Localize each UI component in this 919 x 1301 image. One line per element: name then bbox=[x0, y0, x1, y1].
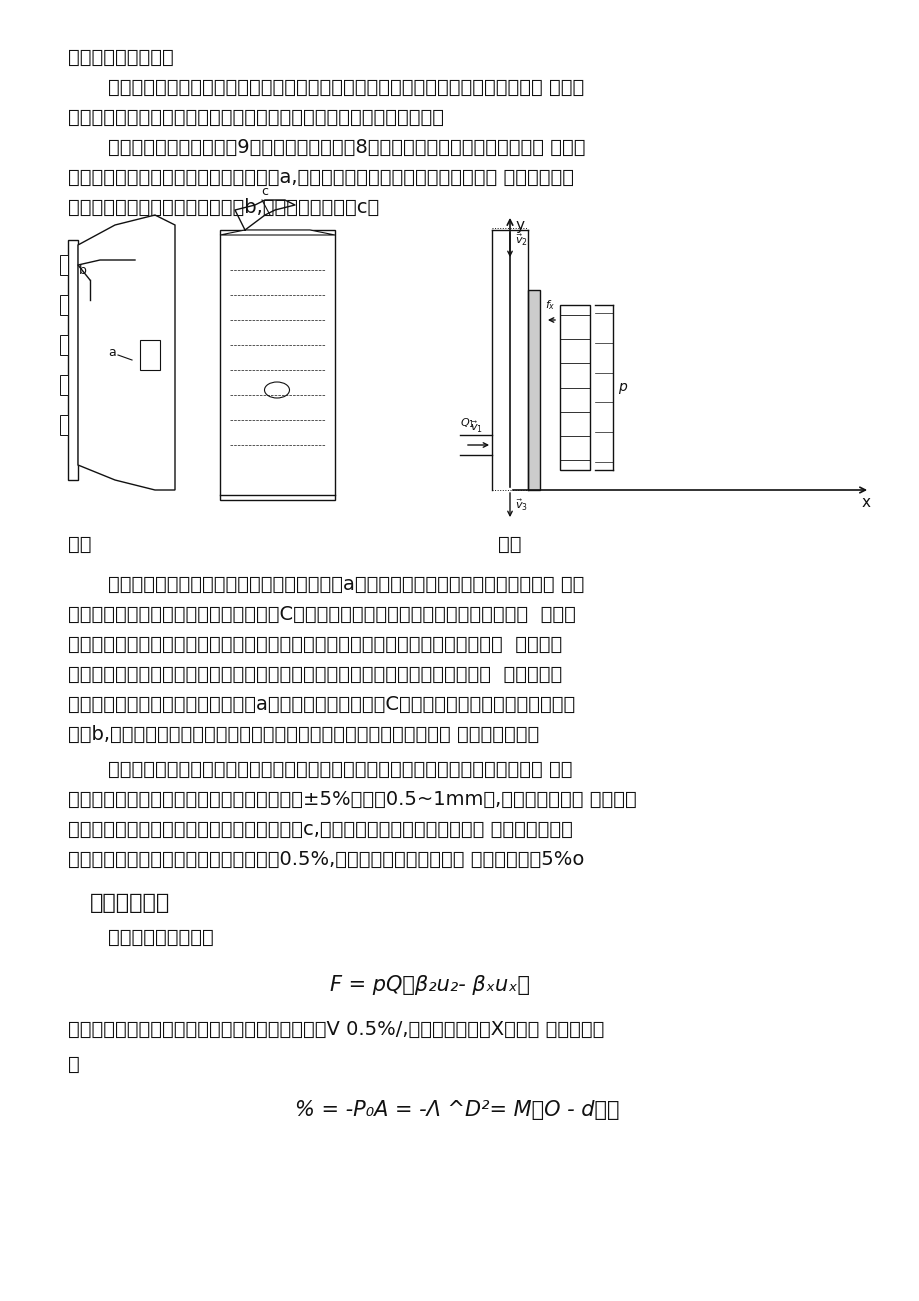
Text: b: b bbox=[79, 264, 86, 277]
Bar bbox=[60, 295, 68, 315]
Bar bbox=[68, 239, 78, 480]
Text: $Q_1$: $Q_1$ bbox=[460, 416, 474, 431]
Text: 带活塞和翼片的抗冲平板9和带活塞套的测压管8如图二所示，该图是活塞退出活塞 套时的: 带活塞和翼片的抗冲平板9和带活塞套的测压管8如图二所示，该图是活塞退出活塞 套时… bbox=[108, 138, 584, 157]
Text: 内水柱对活塞的压力时，活塞内移，窄槽C关小，水流外溢减少，使测压管内水位升高，  水压力: 内水柱对活塞的压力时，活塞内移，窄槽C关小，水流外溢减少，使测压管内水位升高， … bbox=[68, 605, 575, 624]
Text: 取脱离体如图三所示，因滑动摩擦阻力水平分力人V 0.5%/,可忽略不计，故X方向的 动量方程化: 取脱离体如图三所示，因滑动摩擦阻力水平分力人V 0.5%/,可忽略不计，故X方向… bbox=[68, 1020, 604, 1039]
Bar bbox=[60, 334, 68, 355]
Text: $\vec{v}_3$: $\vec{v}_3$ bbox=[515, 497, 528, 513]
Bar bbox=[220, 230, 335, 500]
Bar bbox=[60, 375, 68, 396]
Text: 流冲击下，经短时段的自动调整，即可达到射流冲击力和水压力的平衡状态。这时  活塞处在半: 流冲击下，经短时段的自动调整，即可达到射流冲击力和水压力的平衡状态。这时 活塞处… bbox=[68, 665, 562, 684]
Text: 向与轴向垂直。在平板上没有翼片b,活塞套上设有窄槽c。: 向与轴向垂直。在平板上没有翼片b,活塞套上设有窄槽c。 bbox=[68, 198, 379, 217]
Text: p: p bbox=[618, 380, 626, 394]
Text: 工作时，在射流冲击力作用下，水流经导水管a向测压管内加水。当射流冲击力大于测 压管: 工作时，在射流冲击力作用下，水流经导水管a向测压管内加水。当射流冲击力大于测 压… bbox=[108, 575, 584, 595]
Text: y: y bbox=[515, 219, 524, 233]
Bar bbox=[60, 415, 68, 435]
Text: 克服动摩擦力而作轴向位移，开大或减小窄槽c,使过高的水位降低或过低的水位 提高，恢复到原: 克服动摩擦力而作轴向位移，开大或减小窄槽c,使过高的水位降低或过低的水位 提高，… bbox=[68, 820, 573, 839]
Text: 三、实验原理: 三、实验原理 bbox=[90, 892, 170, 913]
Text: $f_x$: $f_x$ bbox=[544, 298, 555, 312]
Text: F = pQ（β₂u₂- βₓuₓ）: F = pQ（β₂u₂- βₓuₓ） bbox=[330, 974, 529, 995]
Bar bbox=[140, 340, 160, 369]
Text: 为: 为 bbox=[68, 1055, 80, 1075]
Bar bbox=[560, 304, 589, 470]
Text: $\vec{v}_2$: $\vec{v}_2$ bbox=[515, 232, 528, 247]
Ellipse shape bbox=[265, 382, 289, 398]
Text: x: x bbox=[861, 494, 870, 510]
Text: 本实验装置应用了自动控制的反馈原理和动摩擦减阻技术，其构造如下：: 本实验装置应用了自动控制的反馈原理和动摩擦减阻技术，其构造如下： bbox=[68, 108, 444, 127]
Bar bbox=[60, 255, 68, 275]
Text: 来的平衡状态。这表明装置的灵敏度高达0.5%,亦即活塞轴向动摩擦力不 足总动量力的5%o: 来的平衡状态。这表明装置的灵敏度高达0.5%,亦即活塞轴向动摩擦力不 足总动量力… bbox=[68, 850, 584, 869]
Text: 分部件示意图。活塞中心没有一细导水管a,进口端位于平板中心，出口端伸出活塞 头部，出口方: 分部件示意图。活塞中心没有一细导水管a,进口端位于平板中心，出口端伸出活塞 头部… bbox=[68, 168, 573, 187]
Text: c: c bbox=[261, 185, 268, 198]
Text: 进半出、窄槽部分开启的位置上，过a流进测压管的水量和过C外溢的水量相等。由于平板上没有: 进半出、窄槽部分开启的位置上，过a流进测压管的水量和过C外溢的水量相等。由于平板… bbox=[68, 695, 574, 714]
Text: 下回水流回蓄水箱。: 下回水流回蓄水箱。 bbox=[68, 48, 174, 66]
Text: 液位高度，可发现即使改变量不足液柱高度的±5%。（约0.5~1mm）,活塞在旋转下亦 能有效地: 液位高度，可发现即使改变量不足液柱高度的±5%。（约0.5~1mm）,活塞在旋转… bbox=[68, 790, 636, 809]
Text: 增大。反之，活塞外移，窄槽开大，水流外溢增多，测管内水位降低，水压力减小。  在恒定射: 增大。反之，活塞外移，窄槽开大，水流外溢增多，测管内水位降低，水压力减小。 在恒… bbox=[68, 635, 562, 654]
Polygon shape bbox=[220, 230, 335, 235]
Polygon shape bbox=[78, 215, 175, 490]
Text: 为了自动调节测压管内的水位，以使带活塞的平板受力平衡并减小摩擦阻力对活塞的 影响，: 为了自动调节测压管内的水位，以使带活塞的平板受力平衡并减小摩擦阻力对活塞的 影响… bbox=[108, 78, 584, 98]
Text: 为验证本装置的灵敏度，只要在实验中的恒定流受力平衡状态下，人为地增减测压管 中的: 为验证本装置的灵敏度，只要在实验中的恒定流受力平衡状态下，人为地增减测压管 中的 bbox=[108, 760, 572, 779]
Text: 翼片b,在水流冲击下，平板带动活塞旋转，因而克服了活塞在沿轴向滑移 时的静摩擦力。: 翼片b,在水流冲击下，平板带动活塞旋转，因而克服了活塞在沿轴向滑移 时的静摩擦力… bbox=[68, 725, 539, 744]
Text: 图三: 图三 bbox=[497, 535, 521, 554]
Text: a: a bbox=[108, 346, 116, 359]
Text: $\vec{v}_1$: $\vec{v}_1$ bbox=[470, 419, 482, 435]
Text: 图二: 图二 bbox=[68, 535, 91, 554]
Text: 恒定总流动量方程为: 恒定总流动量方程为 bbox=[108, 928, 213, 947]
Text: % = -P₀A = -Λ ^D²= M（O - d外）: % = -P₀A = -Λ ^D²= M（O - d外） bbox=[295, 1101, 618, 1120]
Bar bbox=[528, 290, 539, 490]
